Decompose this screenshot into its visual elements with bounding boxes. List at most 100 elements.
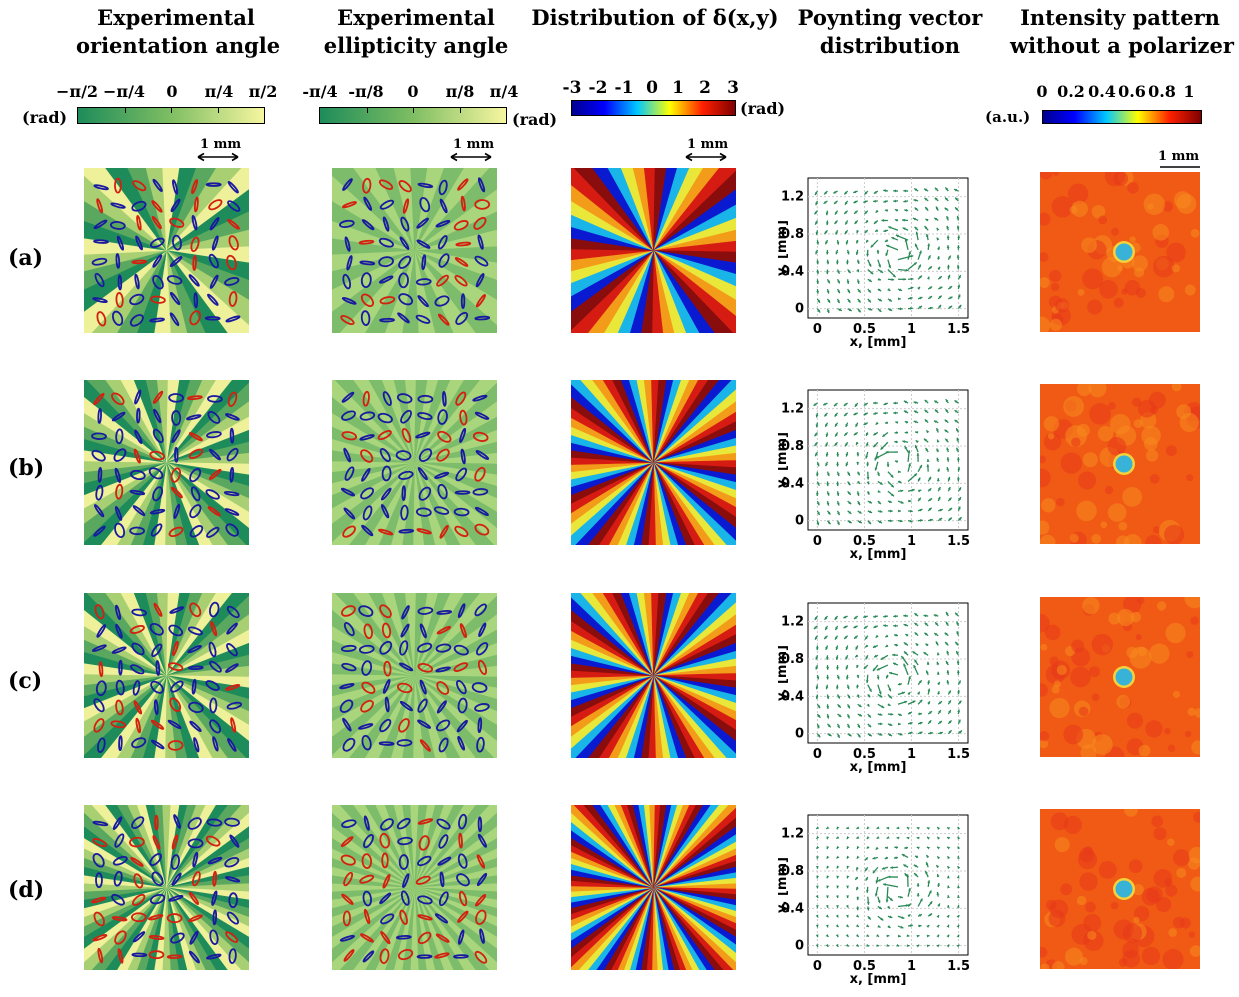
intensity-speckle bbox=[1122, 950, 1140, 968]
intensity-speckle bbox=[1190, 616, 1198, 624]
intensity-speckle bbox=[1045, 625, 1061, 641]
scalebar-arrow bbox=[196, 152, 240, 162]
intensity-speckle bbox=[1081, 237, 1097, 253]
intensity-speckle bbox=[1191, 229, 1200, 238]
cbar-delta-tick: -2 bbox=[589, 78, 608, 98]
intensity-pattern bbox=[1040, 172, 1200, 332]
orientation-wedges bbox=[84, 805, 249, 970]
intensity-speckle bbox=[1173, 849, 1190, 866]
x-tick-label: 1 bbox=[907, 959, 916, 974]
intensity-speckle bbox=[1174, 191, 1191, 208]
cbar-ellip-tick: π/8 bbox=[446, 82, 475, 101]
delta-distribution-map bbox=[571, 380, 736, 545]
intensity-pattern bbox=[1040, 384, 1200, 544]
colorbar-ellipticity bbox=[319, 107, 507, 124]
colorbar-intensity bbox=[1042, 110, 1202, 124]
intensity-speckle bbox=[1083, 452, 1098, 467]
x-axis-label: x, [mm] bbox=[850, 547, 907, 562]
row-label: (d) bbox=[8, 877, 44, 903]
colorbar-tick-mark bbox=[171, 108, 172, 113]
intensity-speckle bbox=[1185, 284, 1196, 295]
intensity-speckle bbox=[1139, 745, 1151, 757]
delta-wedges bbox=[571, 168, 736, 333]
intensity-speckle bbox=[1114, 298, 1124, 308]
intensity-speckle bbox=[1145, 720, 1162, 737]
intensity-speckle bbox=[1076, 501, 1096, 521]
intensity-speckle bbox=[1092, 693, 1100, 701]
x-axis-label: x, [mm] bbox=[850, 760, 907, 775]
scalebar-arrow bbox=[449, 152, 493, 162]
delta-distribution-map bbox=[571, 168, 736, 333]
cbar-int-tick: 0.2 bbox=[1057, 82, 1085, 101]
cbar-int-unit: (a.u.) bbox=[985, 108, 1030, 126]
ellipticity-wedges bbox=[332, 168, 497, 333]
intensity-speckle bbox=[1152, 224, 1169, 241]
intensity-speckle bbox=[1087, 300, 1102, 315]
intensity-speckle bbox=[1116, 695, 1130, 709]
cbar-orient-tick: π/4 bbox=[205, 82, 234, 101]
intensity-speckle bbox=[1110, 414, 1131, 435]
intensity-speckle bbox=[1048, 433, 1055, 440]
intensity-speckle bbox=[1071, 438, 1080, 447]
x-tick-label: 1.5 bbox=[947, 534, 970, 549]
intensity-speckle bbox=[1157, 601, 1166, 610]
orientation-angle-map bbox=[84, 380, 249, 545]
row-label: (b) bbox=[8, 455, 44, 481]
intensity-speckle bbox=[1180, 918, 1191, 929]
intensity-speckle bbox=[1092, 634, 1113, 655]
x-tick-label: 1 bbox=[907, 322, 916, 337]
cbar-ellip-tick: -π/8 bbox=[348, 82, 383, 101]
cbar-int-tick: 0.4 bbox=[1088, 82, 1116, 101]
y-tick-label: 1.2 bbox=[781, 190, 804, 205]
intensity-speckle bbox=[1085, 902, 1096, 913]
intensity-speckle bbox=[1164, 878, 1172, 886]
y-axis-label: y, [mm] bbox=[778, 220, 790, 276]
y-tick-label: 0 bbox=[795, 514, 804, 529]
x-tick-label: 1.5 bbox=[947, 747, 970, 762]
x-tick-label: 0 bbox=[813, 747, 822, 762]
x-tick-label: 1.5 bbox=[947, 959, 970, 974]
intensity-speckle bbox=[1111, 228, 1119, 236]
cbar-delta-tick: 3 bbox=[727, 78, 739, 98]
orientation-angle-map bbox=[84, 593, 249, 758]
intensity-speckle bbox=[1072, 201, 1088, 217]
ellipticity-wedges bbox=[332, 593, 497, 758]
intensity-speckle bbox=[1091, 534, 1101, 544]
cbar-delta-tick: -3 bbox=[563, 78, 582, 98]
x-tick-label: 1.5 bbox=[947, 322, 970, 337]
delta-distribution-map bbox=[571, 805, 736, 970]
intensity-speckle bbox=[1122, 487, 1142, 507]
intensity-speckle bbox=[1111, 902, 1119, 910]
intensity-speckle bbox=[1117, 265, 1123, 271]
intensity-speckle bbox=[1142, 888, 1160, 906]
orientation-wedges bbox=[84, 593, 249, 758]
cbar-int-tick: 0.8 bbox=[1148, 82, 1176, 101]
cbar-orient-tick: π/2 bbox=[249, 82, 278, 101]
cbar-ellip-tick: -π/4 bbox=[302, 82, 337, 101]
intensity-speckle bbox=[1052, 196, 1074, 218]
intensity-speckle bbox=[1165, 623, 1185, 643]
scalebar-arrow bbox=[684, 152, 728, 162]
x-tick-label: 0 bbox=[813, 534, 822, 549]
intensity-speckle bbox=[1063, 396, 1084, 417]
cbar-orient-unit: (rad) bbox=[22, 108, 67, 127]
intensity-speckle bbox=[1142, 947, 1160, 965]
y-tick-label: 0 bbox=[795, 939, 804, 954]
cbar-delta-tick: -1 bbox=[615, 78, 634, 98]
cbar-int-tick: 1 bbox=[1183, 82, 1194, 101]
colorbar-tick-mark bbox=[367, 108, 368, 113]
scalebar-label: 1 mm bbox=[200, 137, 241, 152]
intensity-speckle bbox=[1127, 182, 1139, 194]
plot-area bbox=[808, 390, 968, 530]
intensity-speckle bbox=[1070, 534, 1079, 543]
intensity-speckle bbox=[1165, 884, 1177, 896]
row-label: (c) bbox=[8, 668, 42, 694]
intensity-speckle bbox=[1051, 812, 1069, 830]
intensity-speckle bbox=[1061, 452, 1082, 473]
intensity-speckle bbox=[1060, 883, 1072, 895]
intensity-speckle bbox=[1051, 283, 1059, 291]
row-label: (a) bbox=[8, 245, 43, 271]
